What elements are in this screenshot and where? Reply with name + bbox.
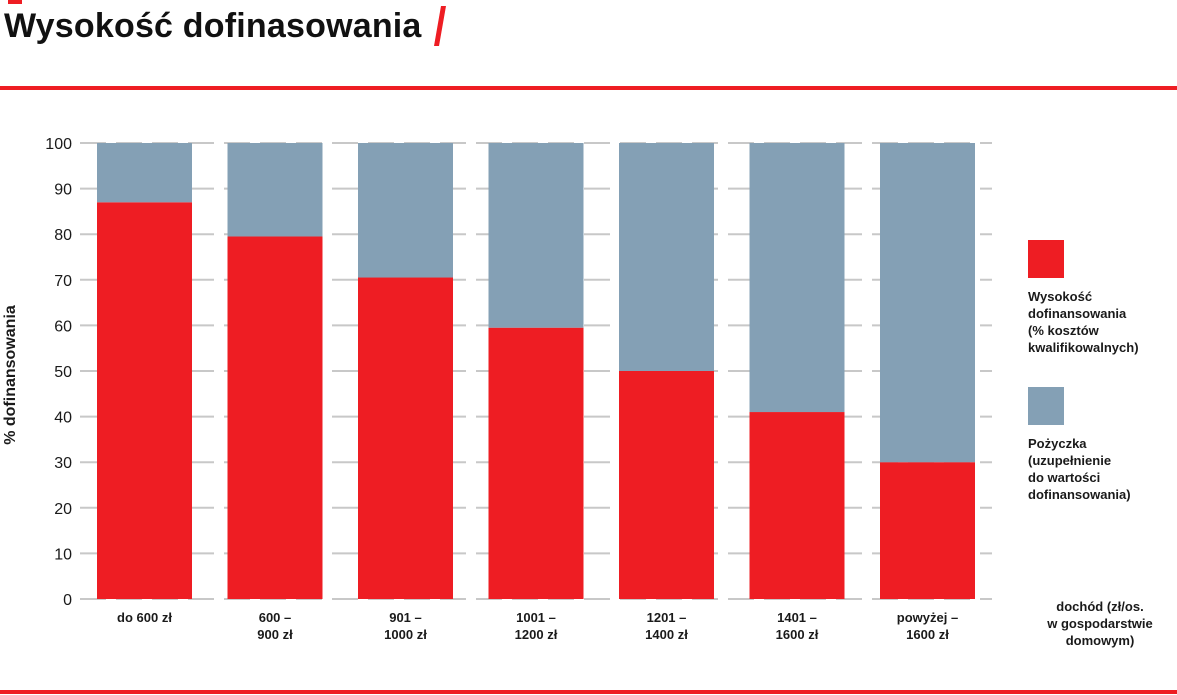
legend-swatch xyxy=(1028,387,1064,425)
bar-segment-pozyczka xyxy=(227,143,323,237)
x-tick-label: do 600 zł xyxy=(117,610,172,625)
x-tick-label: powyżej –1600 zł xyxy=(897,610,958,642)
y-tick-label: 100 xyxy=(45,136,72,153)
legend-item-pozyczka: Pożyczka (uzupełnienie do wartości dofin… xyxy=(1028,387,1177,503)
bar-segment-pozyczka xyxy=(97,143,192,203)
footer-divider xyxy=(0,690,1177,694)
header-divider xyxy=(0,86,1177,90)
bar-segment-dofinansowanie xyxy=(749,412,845,599)
bar-segment-dofinansowanie xyxy=(97,202,192,599)
legend-label: Pożyczka (uzupełnienie do wartości dofin… xyxy=(1028,436,1131,502)
x-tick-label: 1401 –1600 zł xyxy=(776,610,819,642)
bar-segment-pozyczka xyxy=(749,143,845,413)
x-tick-label: 1201 –1400 zł xyxy=(645,610,688,642)
bar-segment-dofinansowanie xyxy=(488,327,584,599)
y-tick-label: 40 xyxy=(54,410,72,427)
legend-label: Wysokość dofinansowania (% kosztów kwali… xyxy=(1028,289,1139,355)
title-accent-mark xyxy=(8,0,22,4)
slash-decoration-icon xyxy=(433,6,446,46)
y-tick-label: 60 xyxy=(54,318,72,335)
bar-segment-pozyczka xyxy=(880,143,975,463)
bar-segment-dofinansowanie xyxy=(880,462,975,599)
y-tick-label: 90 xyxy=(54,182,72,199)
y-tick-label: 50 xyxy=(54,364,72,381)
x-tick-label: 901 –1000 zł xyxy=(384,610,427,642)
chart-header: Wysokość dofinasowania xyxy=(4,4,446,48)
legend-swatch xyxy=(1028,240,1064,278)
y-tick-labels: 0 10 20 30 40 50 60 70 80 90 100 xyxy=(45,136,72,609)
x-tick-label: 1001 –1200 zł xyxy=(515,610,558,642)
y-tick-label: 20 xyxy=(54,501,72,518)
bar-segment-pozyczka xyxy=(358,143,453,278)
x-tick-labels: do 600 zł 600 –900 zł 901 –1000 zł 1001 –12… xyxy=(117,610,958,642)
bars xyxy=(97,143,975,600)
y-tick-label: 70 xyxy=(54,273,72,290)
bar-segment-dofinansowanie xyxy=(227,236,323,600)
bar-segment-dofinansowanie xyxy=(619,371,714,599)
bar-segment-dofinansowanie xyxy=(358,277,453,599)
bar-segment-pozyczka xyxy=(619,143,714,371)
bar-segment-pozyczka xyxy=(488,143,584,328)
y-axis-title: % dofinansowania xyxy=(2,305,19,445)
y-tick-label: 10 xyxy=(54,546,72,563)
x-tick-label: 600 –900 zł xyxy=(257,610,293,642)
x-axis-title: dochód (zł/os. w gospodarstwie domowym) xyxy=(1047,599,1153,648)
chart-title: Wysokość dofinasowania xyxy=(4,7,422,45)
legend-item-dofinansowanie: Wysokość dofinansowania (% kosztów kwali… xyxy=(1028,240,1177,356)
y-tick-label: 0 xyxy=(63,592,72,609)
y-tick-label: 30 xyxy=(54,455,72,472)
y-tick-label: 80 xyxy=(54,227,72,244)
